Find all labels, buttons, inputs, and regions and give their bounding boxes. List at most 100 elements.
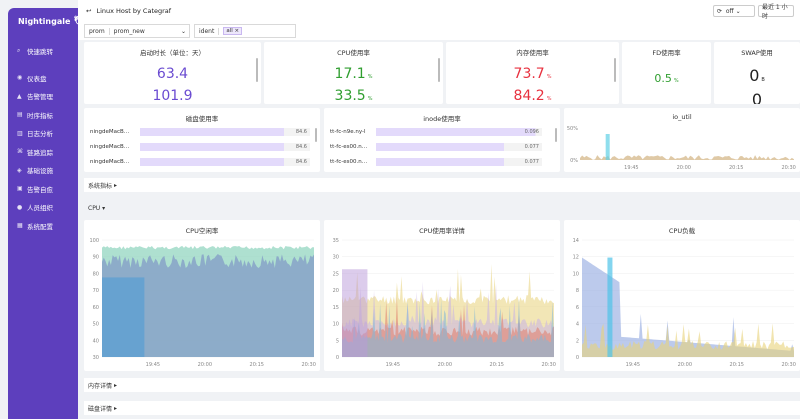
usage-bar: 84.6 bbox=[140, 128, 310, 136]
stat-panel-memory: 内存使用率 73.7% 84.2% bbox=[446, 42, 619, 104]
trace-icon: ⌘ bbox=[17, 148, 23, 156]
series-area bbox=[342, 269, 368, 357]
refresh-icon: ⟳ bbox=[717, 7, 723, 15]
time-range-label: 最近 1 小时 bbox=[762, 4, 788, 20]
x-tick-label: 20:30 bbox=[301, 362, 315, 368]
sidebar-item-label: 仪表盘 bbox=[27, 74, 47, 83]
refresh-button[interactable]: ⟳ off ⌄ bbox=[713, 5, 755, 17]
y-tick-label: 12 bbox=[573, 255, 579, 261]
x-tick-label: 20:00 bbox=[677, 165, 691, 171]
list-item: tt-fc-n9e.ny-l 0.096 bbox=[330, 128, 542, 136]
x-tick-label: 20:30 bbox=[781, 362, 795, 368]
y-tick-label: 0 bbox=[576, 355, 579, 361]
x-tick-label: 19:45 bbox=[626, 362, 640, 368]
stat-unit: % bbox=[546, 74, 552, 80]
sidebar-item-infra[interactable]: ◈ 基础设施 bbox=[8, 161, 78, 180]
y-tick-label: 20 bbox=[333, 288, 339, 294]
scrollbar[interactable] bbox=[555, 128, 557, 142]
y-tick-label: 80 bbox=[93, 271, 99, 277]
section-system-metrics[interactable]: 系统指标 ▸ bbox=[84, 178, 800, 192]
datasource-label: prom bbox=[85, 27, 110, 35]
stat-unit: % bbox=[546, 96, 552, 102]
stat-value: 0 bbox=[714, 90, 800, 104]
list-item: ningdeMacB… 84.6 bbox=[90, 158, 310, 166]
section-cpu[interactable]: CPU ▾ bbox=[84, 201, 800, 215]
y-tick-label: 35 bbox=[333, 238, 339, 244]
sidebar-item-tracing[interactable]: ⌘ 链路追踪 bbox=[8, 143, 78, 162]
series-area bbox=[102, 277, 145, 357]
stat-unit: % bbox=[673, 78, 679, 84]
usage-bar: 84.6 bbox=[140, 143, 310, 151]
time-range-picker[interactable]: 最近 1 小时 bbox=[758, 4, 794, 20]
dashboard-icon: ◉ bbox=[17, 74, 23, 82]
section-label: 内存详情 bbox=[88, 382, 113, 390]
row-value: 84.6 bbox=[295, 129, 307, 135]
sidebar-item-users[interactable]: ● 人员组织 bbox=[8, 198, 78, 217]
stat-value-text: 63.4 bbox=[156, 66, 189, 82]
y-tick-label: 30 bbox=[93, 355, 99, 361]
scrollbar[interactable] bbox=[614, 58, 616, 82]
panel-title: inode使用率 bbox=[423, 115, 461, 123]
stat-value-text: 0 bbox=[751, 90, 763, 104]
panel-title: 磁盘使用率 bbox=[185, 115, 219, 123]
stat-panel-fd: FD使用率 0.5% bbox=[622, 42, 711, 104]
x-tick-label: 20:30 bbox=[781, 165, 795, 171]
scrollbar[interactable] bbox=[438, 58, 440, 82]
stat-value: 101.9 bbox=[84, 88, 261, 104]
sidebar: Nightingale🕊 ⌕ 快速跳转 ◉ 仪表盘 ▲ 告警管理 ▤ 时序指标 ▥ 日志分… bbox=[8, 8, 86, 419]
refresh-label: off bbox=[725, 7, 734, 15]
stat-value: 73.7% bbox=[446, 66, 619, 82]
caret-right-icon: ▸ bbox=[113, 404, 117, 412]
y-tick-label: 25 bbox=[333, 271, 339, 277]
y-tick-label: 10 bbox=[573, 271, 579, 277]
y-tick-label: 60 bbox=[93, 305, 99, 311]
ident-tag[interactable]: all × bbox=[223, 27, 243, 35]
section-disk[interactable]: 磁盘详情 ▸ bbox=[84, 401, 800, 415]
chart-title: CPU使用率详情 bbox=[419, 227, 465, 235]
series-area bbox=[605, 134, 610, 160]
scrollbar[interactable] bbox=[256, 58, 258, 82]
y-tick-label: 6 bbox=[576, 305, 579, 311]
y-tick-label: 0 bbox=[336, 355, 339, 361]
row-label: tt-fc-n9e.ny-l bbox=[330, 129, 366, 135]
back-icon[interactable]: ↩ bbox=[86, 7, 92, 15]
y-tick-label: 90 bbox=[93, 255, 99, 261]
scrollbar[interactable] bbox=[315, 128, 317, 142]
x-tick-label: 20:00 bbox=[198, 362, 212, 368]
caret-down-icon: ▾ bbox=[102, 204, 106, 212]
chart-svg: 35 30 25 20 15 10 5 0 19:45 20:00 20:15 20:30 bbox=[333, 238, 556, 368]
y-tick-label: 4 bbox=[576, 322, 579, 328]
row-value: 84.6 bbox=[295, 144, 307, 150]
sidebar-item-logs[interactable]: ▥ 日志分析 bbox=[8, 124, 78, 143]
y-tick-label: 2 bbox=[576, 338, 579, 344]
filter-bar: prom prom_new ⌄ ident all × bbox=[78, 22, 800, 40]
row-label: ningdeMacB… bbox=[90, 144, 130, 150]
sidebar-item-settings[interactable]: ▦ 系统配置 bbox=[8, 217, 78, 236]
log-icon: ▥ bbox=[17, 129, 23, 137]
x-tick-label: 20:00 bbox=[438, 362, 452, 368]
row-value: 0.077 bbox=[524, 144, 539, 150]
sidebar-item-dashboard[interactable]: ◉ 仪表盘 bbox=[8, 69, 78, 88]
logo[interactable]: Nightingale🕊 bbox=[8, 8, 86, 34]
x-tick-label: 20:00 bbox=[678, 362, 692, 368]
y-tick-label: 30 bbox=[333, 255, 339, 261]
sidebar-item-quick-jump[interactable]: ⌕ 快速跳转 bbox=[8, 42, 78, 61]
chart-title: CPU空闲率 bbox=[185, 227, 219, 235]
page-title: ↩ Linux Host by Categraf bbox=[86, 7, 171, 15]
section-memory[interactable]: 内存详情 ▸ bbox=[84, 378, 800, 392]
datasource-select[interactable]: prom prom_new ⌄ bbox=[84, 24, 190, 38]
series-area bbox=[582, 323, 794, 357]
sidebar-item-metrics[interactable]: ▤ 时序指标 bbox=[8, 106, 78, 125]
heal-icon: ▣ bbox=[17, 185, 23, 193]
sidebar-item-self-heal[interactable]: ▣ 告警自愈 bbox=[8, 180, 78, 199]
sidebar-item-alerts[interactable]: ▲ 告警管理 bbox=[8, 87, 78, 106]
close-icon[interactable]: × bbox=[234, 28, 240, 34]
stat-value-text: 33.5 bbox=[334, 88, 366, 104]
bell-icon: ▲ bbox=[17, 92, 22, 100]
sidebar-item-label: 快速跳转 bbox=[27, 48, 53, 57]
list-item: ningdeMacB… 84.6 bbox=[90, 143, 310, 151]
ident-filter[interactable]: ident all × bbox=[194, 24, 296, 38]
sidebar-item-label: 人员组织 bbox=[27, 204, 53, 213]
sidebar-item-label: 系统配置 bbox=[27, 222, 53, 231]
